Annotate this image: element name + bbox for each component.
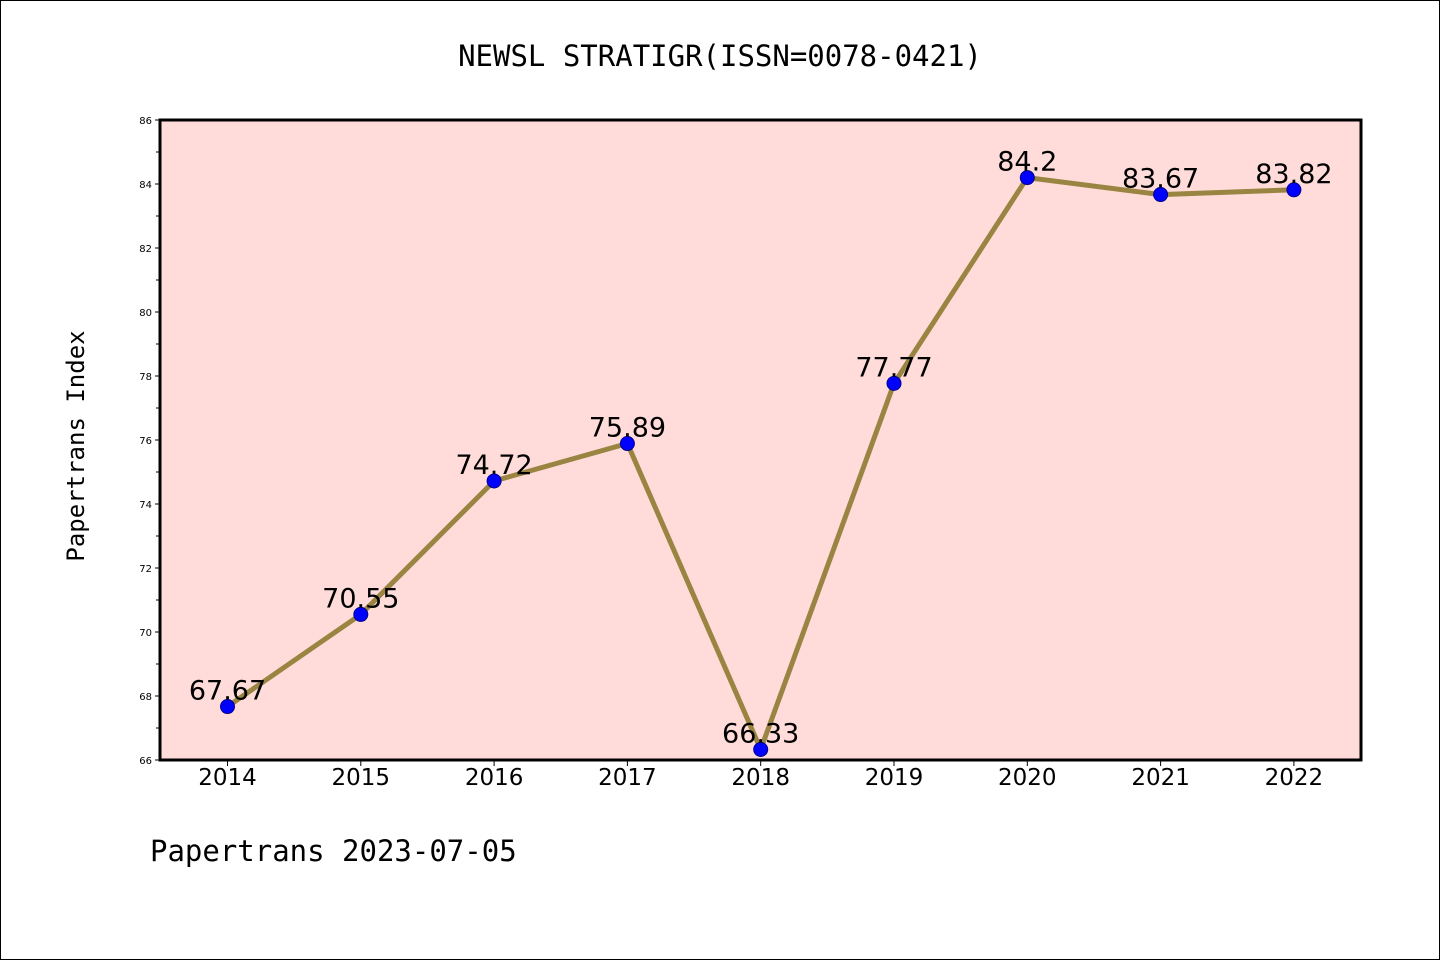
y-tick-label: 72	[139, 564, 152, 575]
data-point	[353, 606, 369, 622]
data-labels-layer: 67.67 70.55 74.72 75.89 66.33 77.77 84.2 83.67 8…	[189, 147, 1333, 750]
footer-credit: Papertrans 2023-07-05	[150, 834, 517, 868]
data-label: 83.67	[1122, 164, 1199, 195]
data-point	[619, 436, 635, 452]
y-tick-label: 86	[139, 116, 152, 127]
y-tick-label: 74	[139, 500, 152, 511]
x-tick-label: 2016	[465, 765, 524, 791]
plot-border	[158, 118, 1363, 762]
axis-ticks: 66 68 70 72 74 76 78 80 82 84 86 2014 2015 2016 2017 20…	[139, 116, 1323, 791]
y-tick-label: 78	[139, 372, 152, 383]
y-tick-label: 70	[139, 628, 152, 639]
data-point	[1153, 187, 1169, 203]
data-label: 67.67	[189, 676, 266, 707]
data-point	[886, 375, 902, 391]
data-point	[1019, 170, 1035, 186]
data-label: 66.33	[722, 718, 799, 749]
y-tick-label: 84	[139, 180, 152, 191]
data-label: 84.2	[997, 147, 1057, 178]
data-label: 75.89	[589, 413, 666, 444]
plot-area	[160, 120, 1361, 760]
x-tick-label: 2022	[1265, 765, 1324, 791]
data-point	[220, 699, 235, 715]
data-label: 74.72	[455, 450, 532, 481]
y-tick-label: 82	[139, 244, 152, 255]
x-tick-label: 2017	[598, 765, 657, 791]
data-point	[753, 741, 769, 757]
x-tick-label: 2021	[1131, 765, 1190, 791]
y-tick-label: 68	[139, 692, 152, 703]
data-point	[486, 473, 502, 489]
y-axis-label: Papertrans Index	[62, 330, 90, 561]
y-tick-label: 80	[139, 308, 152, 319]
chart-title: NEWSL STRATIGR(ISSN=0078-0421)	[458, 39, 982, 73]
series-layer	[220, 170, 1302, 757]
x-tick-label: 2015	[332, 765, 391, 791]
data-label: 83.82	[1255, 159, 1332, 190]
data-label: 70.55	[322, 583, 399, 614]
y-tick-label: 76	[139, 436, 152, 447]
data-point	[1286, 182, 1302, 198]
data-label: 77.77	[855, 352, 932, 383]
y-tick-label: 66	[139, 756, 152, 767]
x-tick-label: 2019	[865, 765, 924, 791]
x-tick-label: 2020	[998, 765, 1057, 791]
x-tick-label: 2014	[198, 765, 257, 791]
x-tick-label: 2018	[731, 765, 790, 791]
